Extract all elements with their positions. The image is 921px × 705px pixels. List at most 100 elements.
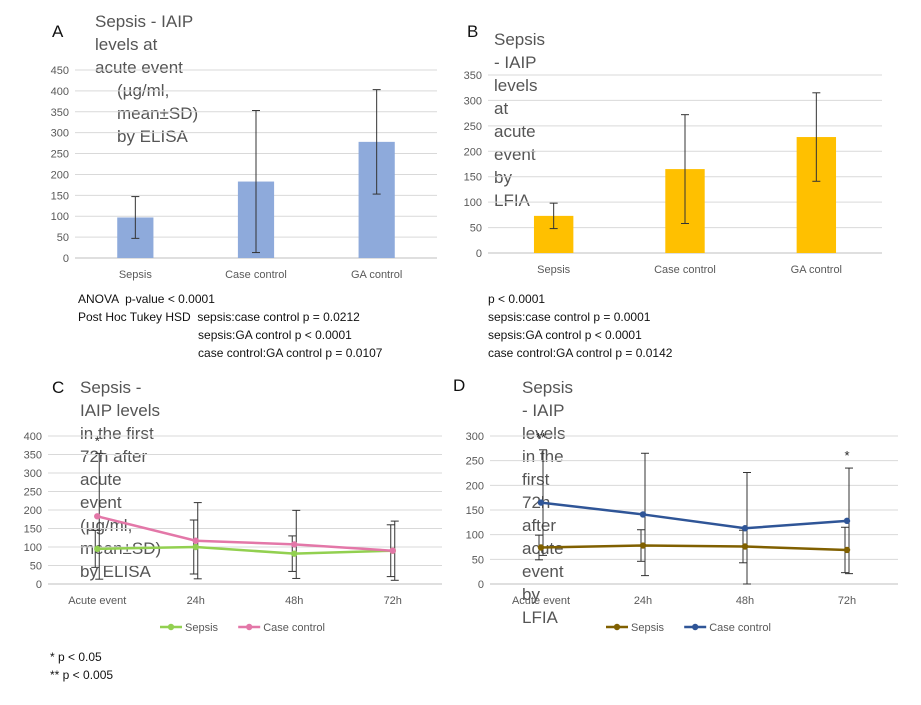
y-tick-label: 100 bbox=[466, 530, 484, 542]
stats-line: ANOVA p-value < 0.0001 bbox=[78, 292, 215, 306]
y-tick-label: 300 bbox=[464, 95, 482, 107]
data-point bbox=[537, 544, 545, 551]
data-point bbox=[741, 543, 749, 550]
data-point bbox=[537, 499, 545, 506]
y-tick-label: 200 bbox=[466, 480, 484, 492]
data-point bbox=[741, 525, 749, 532]
y-tick-label: 350 bbox=[24, 450, 42, 462]
y-tick-label: 250 bbox=[24, 487, 42, 499]
y-tick-label: 300 bbox=[24, 468, 42, 480]
footnote: * p < 0.05 bbox=[50, 650, 102, 664]
y-tick-label: 250 bbox=[466, 456, 484, 468]
y-tick-label: 100 bbox=[464, 197, 482, 209]
legend-marker bbox=[613, 623, 621, 631]
significance-marker: ** bbox=[536, 430, 546, 445]
data-point bbox=[291, 550, 298, 557]
series-line bbox=[96, 515, 393, 552]
y-tick-label: 100 bbox=[24, 542, 42, 554]
x-tick-label: Acute event bbox=[512, 595, 570, 607]
legend-label: Sepsis bbox=[185, 622, 219, 634]
x-tick-label: Sepsis bbox=[119, 269, 153, 281]
legend-label: Sepsis bbox=[631, 622, 665, 634]
chart-title: Sepsis - IAIP levels at acute event by L… bbox=[494, 28, 545, 212]
series-line bbox=[540, 544, 848, 552]
y-tick-label: 400 bbox=[24, 431, 42, 443]
data-point bbox=[94, 545, 101, 553]
y-tick-label: 300 bbox=[466, 431, 484, 443]
y-tick-label: 50 bbox=[57, 232, 69, 244]
y-tick-label: 100 bbox=[51, 211, 69, 223]
x-tick-label: 48h bbox=[285, 595, 303, 607]
y-tick-label: 0 bbox=[476, 248, 482, 260]
y-tick-label: 150 bbox=[51, 190, 69, 202]
y-tick-label: 300 bbox=[51, 128, 69, 140]
x-tick-label: 24h bbox=[634, 595, 652, 607]
x-tick-label: 72h bbox=[384, 595, 402, 607]
y-tick-label: 350 bbox=[51, 107, 69, 119]
y-tick-label: 250 bbox=[51, 149, 69, 161]
panel-letter: A bbox=[52, 22, 64, 41]
x-tick-label: Sepsis bbox=[537, 264, 571, 276]
data-point bbox=[192, 543, 199, 551]
y-tick-label: 50 bbox=[470, 223, 482, 235]
chart-title: Sepsis - IAIP levels in the first 72h af… bbox=[80, 376, 161, 583]
y-tick-label: 0 bbox=[63, 253, 69, 265]
stats-line: sepsis:GA control p < 0.0001 bbox=[78, 328, 352, 342]
y-tick-label: 150 bbox=[464, 172, 482, 184]
y-tick-label: 250 bbox=[464, 121, 482, 133]
panel-letter: C bbox=[52, 378, 65, 397]
data-point bbox=[843, 517, 851, 525]
significance-marker: * bbox=[95, 433, 100, 448]
legend-marker bbox=[692, 623, 699, 631]
data-point bbox=[843, 546, 851, 554]
y-tick-label: 450 bbox=[51, 65, 69, 77]
x-tick-label: Case control bbox=[225, 269, 287, 281]
y-tick-label: 200 bbox=[24, 505, 42, 517]
y-tick-label: 350 bbox=[464, 70, 482, 82]
legend-label: Case control bbox=[709, 622, 771, 634]
x-tick-label: Acute event bbox=[68, 595, 126, 607]
y-tick-label: 400 bbox=[51, 86, 69, 98]
y-tick-label: 200 bbox=[51, 169, 69, 181]
footnotes: * p < 0.05 ** p < 0.005 bbox=[50, 648, 113, 684]
chart-title-line: acute event (µg/ml, mean±SD) by ELISA bbox=[80, 470, 162, 581]
y-tick-label: 50 bbox=[30, 561, 42, 573]
data-point bbox=[291, 541, 298, 548]
stats-line: case control:GA control p = 0.0142 bbox=[488, 346, 673, 360]
chart-title-line: Sepsis - IAIP levels at acute event by L… bbox=[494, 30, 546, 210]
stats-line: Post Hoc Tukey HSD sepsis:case control p… bbox=[78, 310, 360, 324]
series-line bbox=[97, 545, 393, 555]
stats-block: p < 0.0001 sepsis:case control p = 0.000… bbox=[488, 290, 672, 362]
legend-marker bbox=[246, 623, 253, 631]
legend-marker bbox=[167, 623, 175, 631]
chart-title-line: Sepsis - IAIP levels in the first 72h af… bbox=[80, 378, 161, 466]
data-point bbox=[192, 537, 199, 544]
y-tick-label: 0 bbox=[478, 579, 484, 591]
data-point bbox=[94, 513, 101, 520]
data-point bbox=[639, 542, 647, 549]
y-tick-label: 200 bbox=[464, 146, 482, 158]
data-point bbox=[389, 547, 396, 554]
x-tick-label: 24h bbox=[187, 595, 205, 607]
chart-title-line: Sepsis - IAIP levels at acute event bbox=[95, 12, 193, 77]
footnote: ** p < 0.005 bbox=[50, 668, 114, 682]
stats-block: ANOVA p-value < 0.0001 Post Hoc Tukey HS… bbox=[78, 290, 382, 362]
stats-line: sepsis:case control p = 0.0001 bbox=[488, 310, 651, 324]
y-tick-label: 0 bbox=[36, 579, 42, 591]
y-tick-label: 150 bbox=[466, 505, 484, 517]
significance-marker: * bbox=[844, 448, 849, 463]
data-point bbox=[639, 511, 647, 518]
x-tick-label: 48h bbox=[736, 595, 754, 607]
x-tick-label: GA control bbox=[351, 269, 402, 281]
stats-line: p < 0.0001 bbox=[488, 292, 546, 306]
y-tick-label: 50 bbox=[472, 554, 484, 566]
panel-letter: D bbox=[453, 376, 466, 395]
stats-line: sepsis:GA control p < 0.0001 bbox=[488, 328, 642, 342]
x-tick-label: 72h bbox=[838, 595, 856, 607]
panel-letter: B bbox=[467, 22, 479, 41]
stats-line: case control:GA control p = 0.0107 bbox=[78, 346, 383, 360]
